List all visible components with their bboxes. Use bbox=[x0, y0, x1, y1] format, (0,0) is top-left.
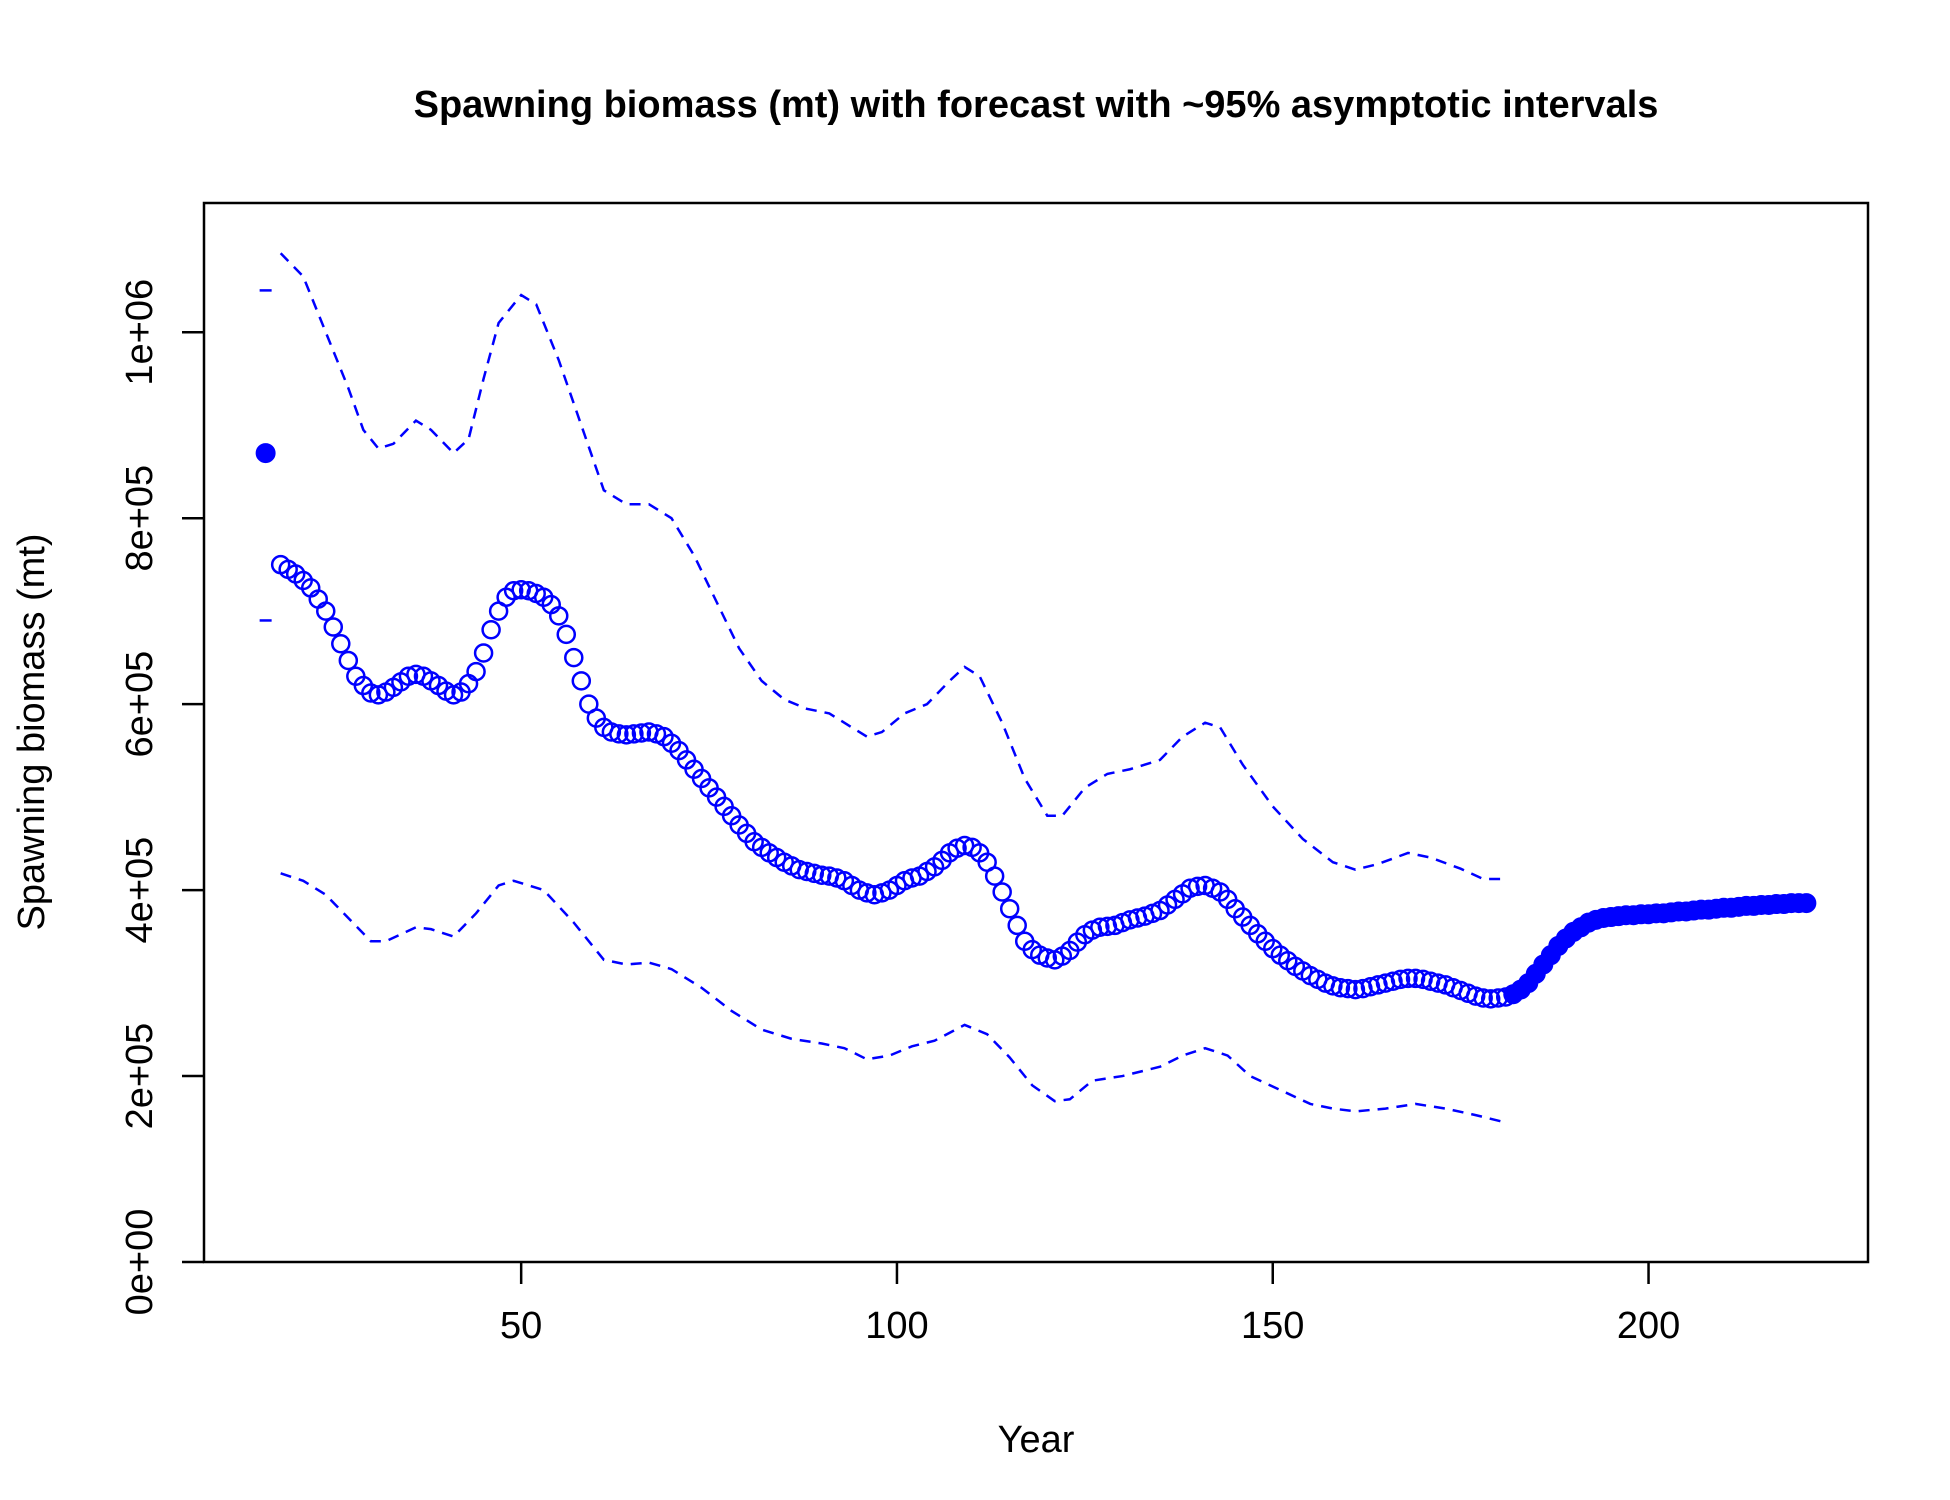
x-axis-label: Year bbox=[998, 1419, 1075, 1461]
point bbox=[1007, 915, 1027, 936]
y-tick-label: 4e+05 bbox=[119, 837, 161, 944]
point bbox=[548, 606, 569, 626]
interval-line bbox=[279, 252, 1506, 881]
point bbox=[1338, 978, 1358, 999]
point bbox=[323, 617, 344, 637]
point bbox=[571, 671, 592, 691]
point bbox=[804, 863, 825, 884]
interval-line bbox=[280, 872, 1507, 1124]
point bbox=[1187, 876, 1208, 897]
point bbox=[812, 865, 832, 885]
point bbox=[398, 666, 419, 686]
x-tick-label: 150 bbox=[1241, 1305, 1304, 1347]
point bbox=[1037, 948, 1058, 968]
point bbox=[255, 443, 276, 464]
point bbox=[556, 624, 577, 645]
point bbox=[1405, 968, 1426, 989]
y-axis-label: Spawning biomass (mt) bbox=[11, 533, 53, 930]
y-tick-label: 2e+05 bbox=[119, 1023, 161, 1130]
point bbox=[954, 835, 975, 856]
point bbox=[601, 722, 622, 742]
x-tick-label: 200 bbox=[1617, 1305, 1680, 1347]
point bbox=[999, 898, 1020, 919]
point bbox=[992, 882, 1012, 902]
point bbox=[1473, 988, 1493, 1008]
point bbox=[609, 724, 629, 744]
point bbox=[984, 866, 1005, 886]
point bbox=[1180, 878, 1200, 898]
point bbox=[338, 650, 359, 671]
point bbox=[503, 580, 524, 601]
point bbox=[1090, 917, 1110, 938]
point bbox=[1796, 893, 1817, 914]
point bbox=[631, 723, 652, 743]
point bbox=[857, 883, 877, 903]
plot-box bbox=[202, 201, 1870, 1264]
y-tick-label: 8e+05 bbox=[119, 465, 161, 572]
point bbox=[361, 683, 381, 703]
point bbox=[1383, 971, 1403, 991]
point bbox=[1465, 986, 1486, 1006]
x-tick-label: 50 bbox=[500, 1305, 542, 1347]
y-tick-label: 6e+05 bbox=[119, 651, 161, 758]
point bbox=[316, 601, 336, 621]
y-tick-label: 1e+06 bbox=[119, 279, 161, 386]
point bbox=[473, 643, 494, 663]
point bbox=[1390, 969, 1411, 990]
point bbox=[481, 620, 501, 640]
y-tick-label: 0e+00 bbox=[119, 1209, 161, 1316]
x-tick-label: 100 bbox=[865, 1305, 928, 1347]
point bbox=[1398, 968, 1418, 989]
point bbox=[331, 633, 351, 654]
point bbox=[564, 647, 584, 668]
point bbox=[1480, 989, 1501, 1009]
point bbox=[1323, 976, 1343, 996]
point bbox=[616, 725, 637, 745]
point bbox=[1345, 979, 1366, 1000]
chart-title: Spawning biomass (mt) with forecast with… bbox=[414, 84, 1659, 126]
point bbox=[466, 661, 486, 682]
point bbox=[624, 724, 644, 744]
point bbox=[1330, 977, 1351, 998]
